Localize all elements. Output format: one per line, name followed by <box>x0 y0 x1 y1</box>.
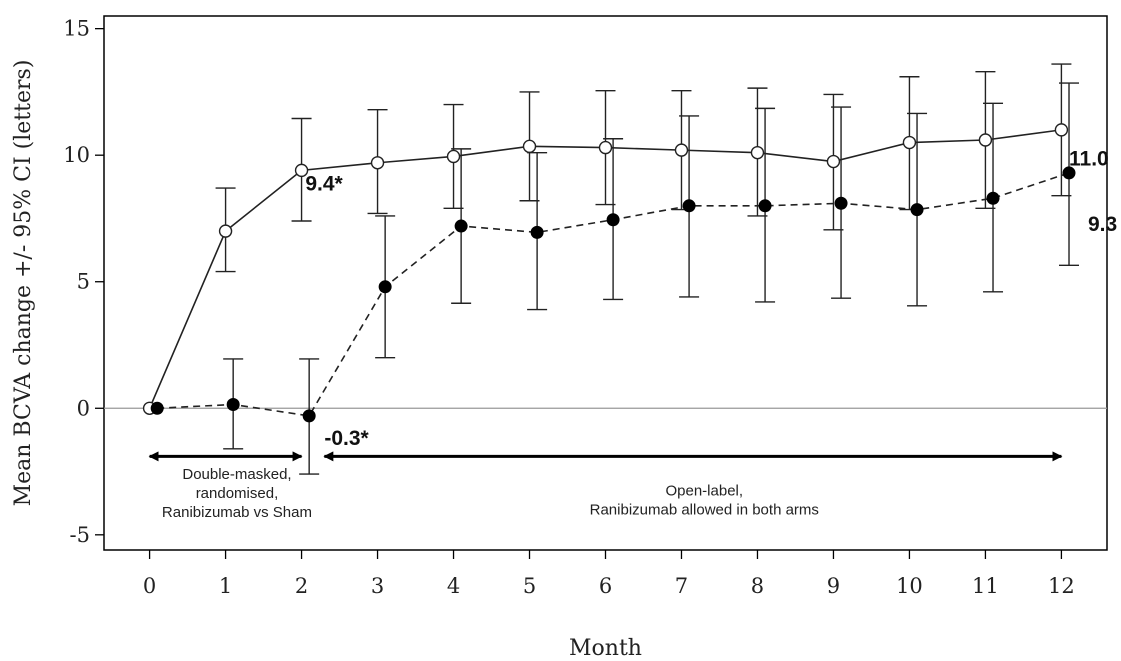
x-tick-label-1: 1 <box>219 574 232 598</box>
series-1-point-9 <box>834 196 848 210</box>
period-0-text-1: randomised, <box>196 485 279 502</box>
series-0 <box>142 63 1072 415</box>
period-layer: Double-masked, randomised, Ranibizumab vs … <box>148 451 1063 521</box>
series-1-point-5 <box>530 225 544 239</box>
x-tick-label-11: 11 <box>972 574 999 598</box>
period-1: Open-label, Ranibizumab allowed in both a… <box>323 451 1063 519</box>
series-1-point-3 <box>378 280 392 294</box>
annotation-2: 9.3 <box>1088 213 1117 236</box>
y-tick-label-3: 10 <box>63 143 90 167</box>
series-1-point-11 <box>986 191 1000 205</box>
series-1-point-0 <box>150 401 164 415</box>
series-0-point-3 <box>370 156 385 170</box>
series-1-point-4 <box>454 219 468 233</box>
series-0-point-2 <box>294 163 309 178</box>
x-tick-label-8: 8 <box>751 574 764 598</box>
annotation-1: 11.0 <box>1069 147 1109 170</box>
series-0-point-7 <box>674 143 689 157</box>
y-axis-label: Mean BCVA change +/- 95% CI (letters) <box>11 60 36 507</box>
period-1-text-0: Open-label, <box>665 483 743 500</box>
series-1-point-12 <box>1062 166 1076 180</box>
x-tick-label-0: 0 <box>143 574 156 598</box>
x-tick-label-10: 10 <box>896 574 923 598</box>
period-1-text-1: Ranibizumab allowed in both arms <box>590 502 819 519</box>
series-0-point-6 <box>598 140 613 155</box>
annotation-layer: 9.4* 11.0 9.3 -0.3* <box>305 147 1117 450</box>
x-tick-label-9: 9 <box>827 574 840 598</box>
y-axis: -5 0 5 10 15 <box>63 17 104 547</box>
x-tick-label-3: 3 <box>371 574 384 598</box>
x-tick-label-12: 12 <box>1048 574 1075 598</box>
y-tick-label-4: 15 <box>63 17 90 41</box>
series-0-point-4 <box>446 149 461 164</box>
series-0-point-9 <box>826 154 841 169</box>
series-1-point-10 <box>910 203 924 217</box>
annotation-3: -0.3* <box>324 427 369 450</box>
series-0-point-10 <box>902 135 917 150</box>
series-layer <box>142 63 1080 475</box>
annotation-0: 9.4* <box>305 173 343 196</box>
y-tick-label-0: -5 <box>70 523 90 547</box>
series-1 <box>150 82 1080 475</box>
series-1-point-1 <box>226 397 240 411</box>
y-tick-label-2: 5 <box>77 270 90 294</box>
series-0-point-12 <box>1054 123 1069 137</box>
series-1-point-2 <box>302 409 316 423</box>
x-tick-label-4: 4 <box>447 574 460 598</box>
x-tick-label-5: 5 <box>523 574 536 598</box>
series-0-point-5 <box>522 139 537 154</box>
period-0-text-2: Ranibizumab vs Sham <box>162 504 312 521</box>
x-axis: 0 1 2 3 4 5 6 7 8 9 10 11 12 <box>143 550 1075 598</box>
series-0-point-11 <box>978 133 993 147</box>
series-0-point-1 <box>218 224 233 238</box>
series-0-point-8 <box>750 145 765 160</box>
period-0: Double-masked, randomised, Ranibizumab vs … <box>148 451 312 521</box>
series-1-point-8 <box>758 199 772 213</box>
x-tick-label-7: 7 <box>675 574 688 598</box>
x-tick-label-2: 2 <box>295 574 308 598</box>
series-1-point-7 <box>682 199 696 213</box>
period-0-text-0: Double-masked, <box>182 466 291 483</box>
y-tick-label-1: 0 <box>77 396 90 420</box>
x-axis-label: Month <box>569 636 642 661</box>
series-1-point-6 <box>606 213 620 227</box>
x-tick-label-6: 6 <box>599 574 612 598</box>
